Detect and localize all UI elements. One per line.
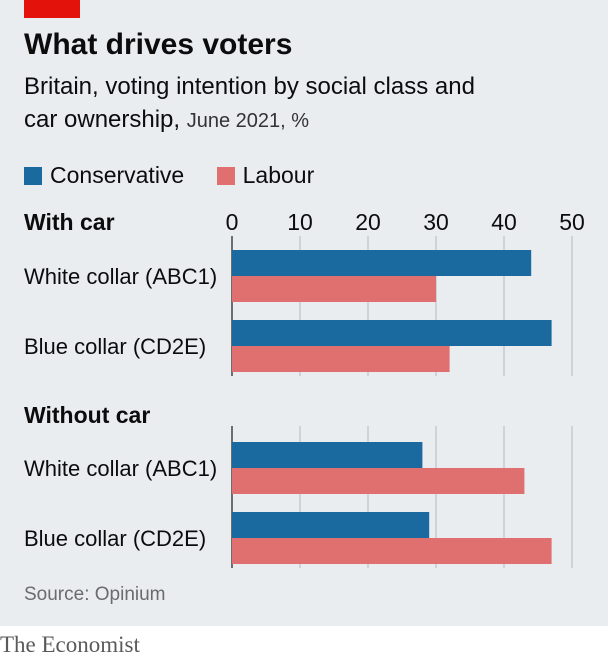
chart-title: What drives voters — [24, 28, 293, 61]
x-tick-label-40: 40 — [491, 209, 517, 235]
group-header-with-car: With car — [24, 209, 115, 235]
bar-with-car-blue-collar-cd2e-labour — [232, 346, 450, 372]
chart-subtitle: Britain, voting intention by social clas… — [24, 70, 504, 138]
legend-label-conservative: Conservative — [50, 162, 185, 188]
bar-without-car-white-collar-abc1-conservative — [232, 442, 423, 468]
legend-label-labour: Labour — [242, 162, 315, 188]
subtitle-main: Britain, voting intention by social clas… — [24, 73, 475, 133]
x-tick-label-10: 10 — [287, 209, 313, 235]
x-tick-label-20: 20 — [355, 209, 381, 235]
legend: Conservative Labour — [24, 162, 340, 191]
bar-chart: 0 10 20 30 40 50 With car White collar (ABC1) Bl… — [24, 209, 585, 568]
bar-without-car-blue-collar-cd2e-labour — [232, 538, 552, 564]
bar-with-car-blue-collar-cd2e-conservative — [232, 320, 552, 346]
group-header-without-car: Without car — [24, 402, 150, 428]
legend-swatch-conservative — [24, 166, 42, 185]
bar-with-car-white-collar-abc1-conservative — [232, 250, 532, 276]
bar-with-car-white-collar-abc1-labour — [232, 276, 436, 302]
legend-item-labour: Labour — [216, 162, 315, 189]
category-label-without-car-white-collar-abc1: White collar (ABC1) — [24, 456, 217, 481]
category-label-with-car-blue-collar-cd2e: Blue collar (CD2E) — [24, 334, 206, 359]
category-label-with-car-white-collar-abc1: White collar (ABC1) — [24, 264, 217, 289]
x-tick-label-50: 50 — [559, 209, 585, 235]
chart-card: What drives voters Britain, voting inten… — [0, 0, 608, 626]
subtitle-date: June 2021, % — [186, 110, 310, 132]
legend-swatch-labour — [216, 166, 235, 185]
source-note: Source: Opinium — [24, 584, 166, 605]
legend-item-conservative: Conservative — [24, 162, 184, 189]
bar-without-car-blue-collar-cd2e-conservative — [232, 512, 430, 538]
bar-without-car-white-collar-abc1-labour — [232, 468, 525, 494]
x-tick-label-30: 30 — [423, 209, 449, 235]
brand-red-tag — [24, 0, 80, 18]
brand-wordmark: The Economist — [0, 632, 140, 657]
category-label-without-car-blue-collar-cd2e: Blue collar (CD2E) — [24, 526, 206, 551]
x-tick-label-0: 0 — [226, 209, 239, 235]
